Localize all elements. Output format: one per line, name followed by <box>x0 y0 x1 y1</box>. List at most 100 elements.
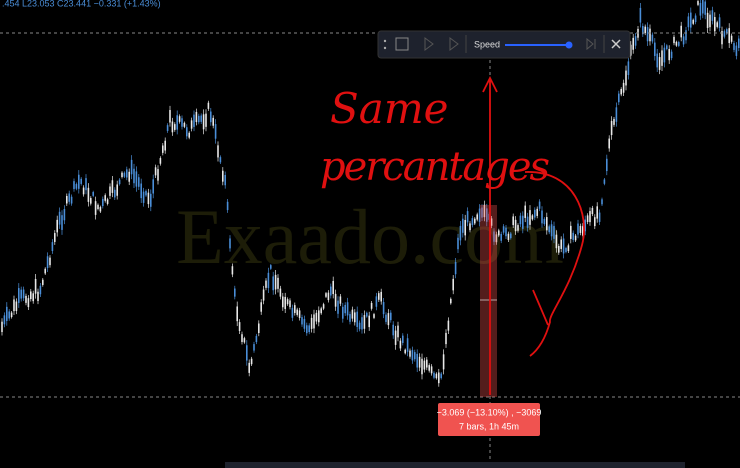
measure-label <box>438 403 540 436</box>
candle-body <box>75 184 78 189</box>
candle-body <box>606 158 608 172</box>
candle-body <box>97 204 99 210</box>
candle-body <box>452 278 454 291</box>
candle-body <box>73 181 75 190</box>
candle-body <box>222 170 224 182</box>
candle-body <box>428 365 430 371</box>
candle-body <box>548 226 550 233</box>
annotation: Same <box>330 84 449 133</box>
candle-body <box>248 362 250 373</box>
candle-body <box>558 245 560 253</box>
candle-body <box>296 309 298 315</box>
candle-body <box>402 335 404 343</box>
speed-knob[interactable] <box>565 41 573 49</box>
drag-handle <box>383 46 387 50</box>
candle-body <box>212 117 214 126</box>
candle-body <box>174 124 176 130</box>
candle-body <box>39 285 42 295</box>
candle-body <box>572 232 574 240</box>
candle-body <box>387 313 390 326</box>
candle-body <box>140 183 142 199</box>
candle-body <box>466 211 469 223</box>
candle-body <box>418 356 421 368</box>
candle-body <box>126 169 128 178</box>
candle-body <box>253 344 255 351</box>
candle-body <box>30 291 32 300</box>
candle-body <box>298 310 301 318</box>
toolbar-bg <box>377 30 631 59</box>
candle-body <box>157 169 159 181</box>
candle-body <box>94 201 97 215</box>
play-button[interactable] <box>424 37 434 51</box>
candle-body <box>308 325 310 333</box>
candle-body <box>18 288 20 303</box>
candle-body <box>565 248 567 253</box>
candle-body <box>320 308 322 314</box>
drag-handle[interactable] <box>383 39 387 43</box>
candle-body <box>399 340 402 349</box>
candle-body <box>615 107 618 122</box>
candle-body <box>346 302 349 316</box>
candle-body <box>301 317 303 325</box>
candle-body <box>630 44 632 56</box>
candle-body <box>706 12 709 28</box>
candle-body <box>570 225 572 239</box>
candle-body <box>200 115 202 122</box>
candle-body <box>555 234 558 249</box>
arrow <box>482 75 498 395</box>
candle-body <box>270 265 272 269</box>
candle-body <box>234 288 236 297</box>
candle-body <box>589 211 591 223</box>
candle-body <box>63 209 66 221</box>
candle-body <box>85 178 87 191</box>
candle-body <box>430 366 433 374</box>
candle-body <box>670 51 673 59</box>
candle-body <box>661 50 663 66</box>
close-button[interactable] <box>611 39 621 49</box>
candle-body <box>536 208 538 216</box>
candle-body <box>159 158 162 164</box>
candle-body <box>169 110 171 123</box>
candle-body <box>690 12 692 28</box>
candle-body <box>514 219 517 232</box>
candle-body <box>337 300 339 314</box>
candle-body <box>217 145 219 158</box>
candle-body <box>678 42 680 46</box>
select-bar-button[interactable] <box>395 37 409 51</box>
candle-body <box>574 235 577 241</box>
candle-body <box>394 330 397 345</box>
forward-button[interactable] <box>586 37 596 51</box>
candle-body <box>404 349 406 354</box>
candle-body <box>193 114 195 127</box>
candle-body <box>186 127 188 137</box>
candle-body <box>390 312 392 321</box>
candle-body <box>450 298 452 304</box>
candle-body <box>99 207 102 212</box>
candle-body <box>714 17 716 32</box>
candle-body <box>649 28 651 42</box>
candle-body <box>68 193 70 202</box>
candle-body <box>584 219 586 232</box>
candle-body <box>20 289 22 299</box>
candle-body <box>250 358 253 365</box>
candle-body <box>236 306 238 322</box>
candle-body <box>370 302 373 309</box>
candle-body <box>1 321 3 333</box>
candle-body <box>56 219 58 233</box>
candle-body <box>406 338 409 352</box>
candle-body <box>219 157 222 163</box>
candle-body <box>577 223 579 235</box>
candle-body <box>435 373 438 379</box>
candle-body <box>474 218 476 224</box>
candle-body <box>289 300 291 308</box>
candle-body <box>476 214 478 220</box>
candle-body <box>339 296 342 304</box>
candle-body <box>733 43 735 50</box>
candle-body <box>90 198 92 204</box>
candle-body <box>598 212 601 222</box>
annotation: percantages <box>320 144 550 190</box>
step-button[interactable] <box>449 37 459 51</box>
candle-body <box>373 314 375 318</box>
candle-body <box>596 206 598 219</box>
